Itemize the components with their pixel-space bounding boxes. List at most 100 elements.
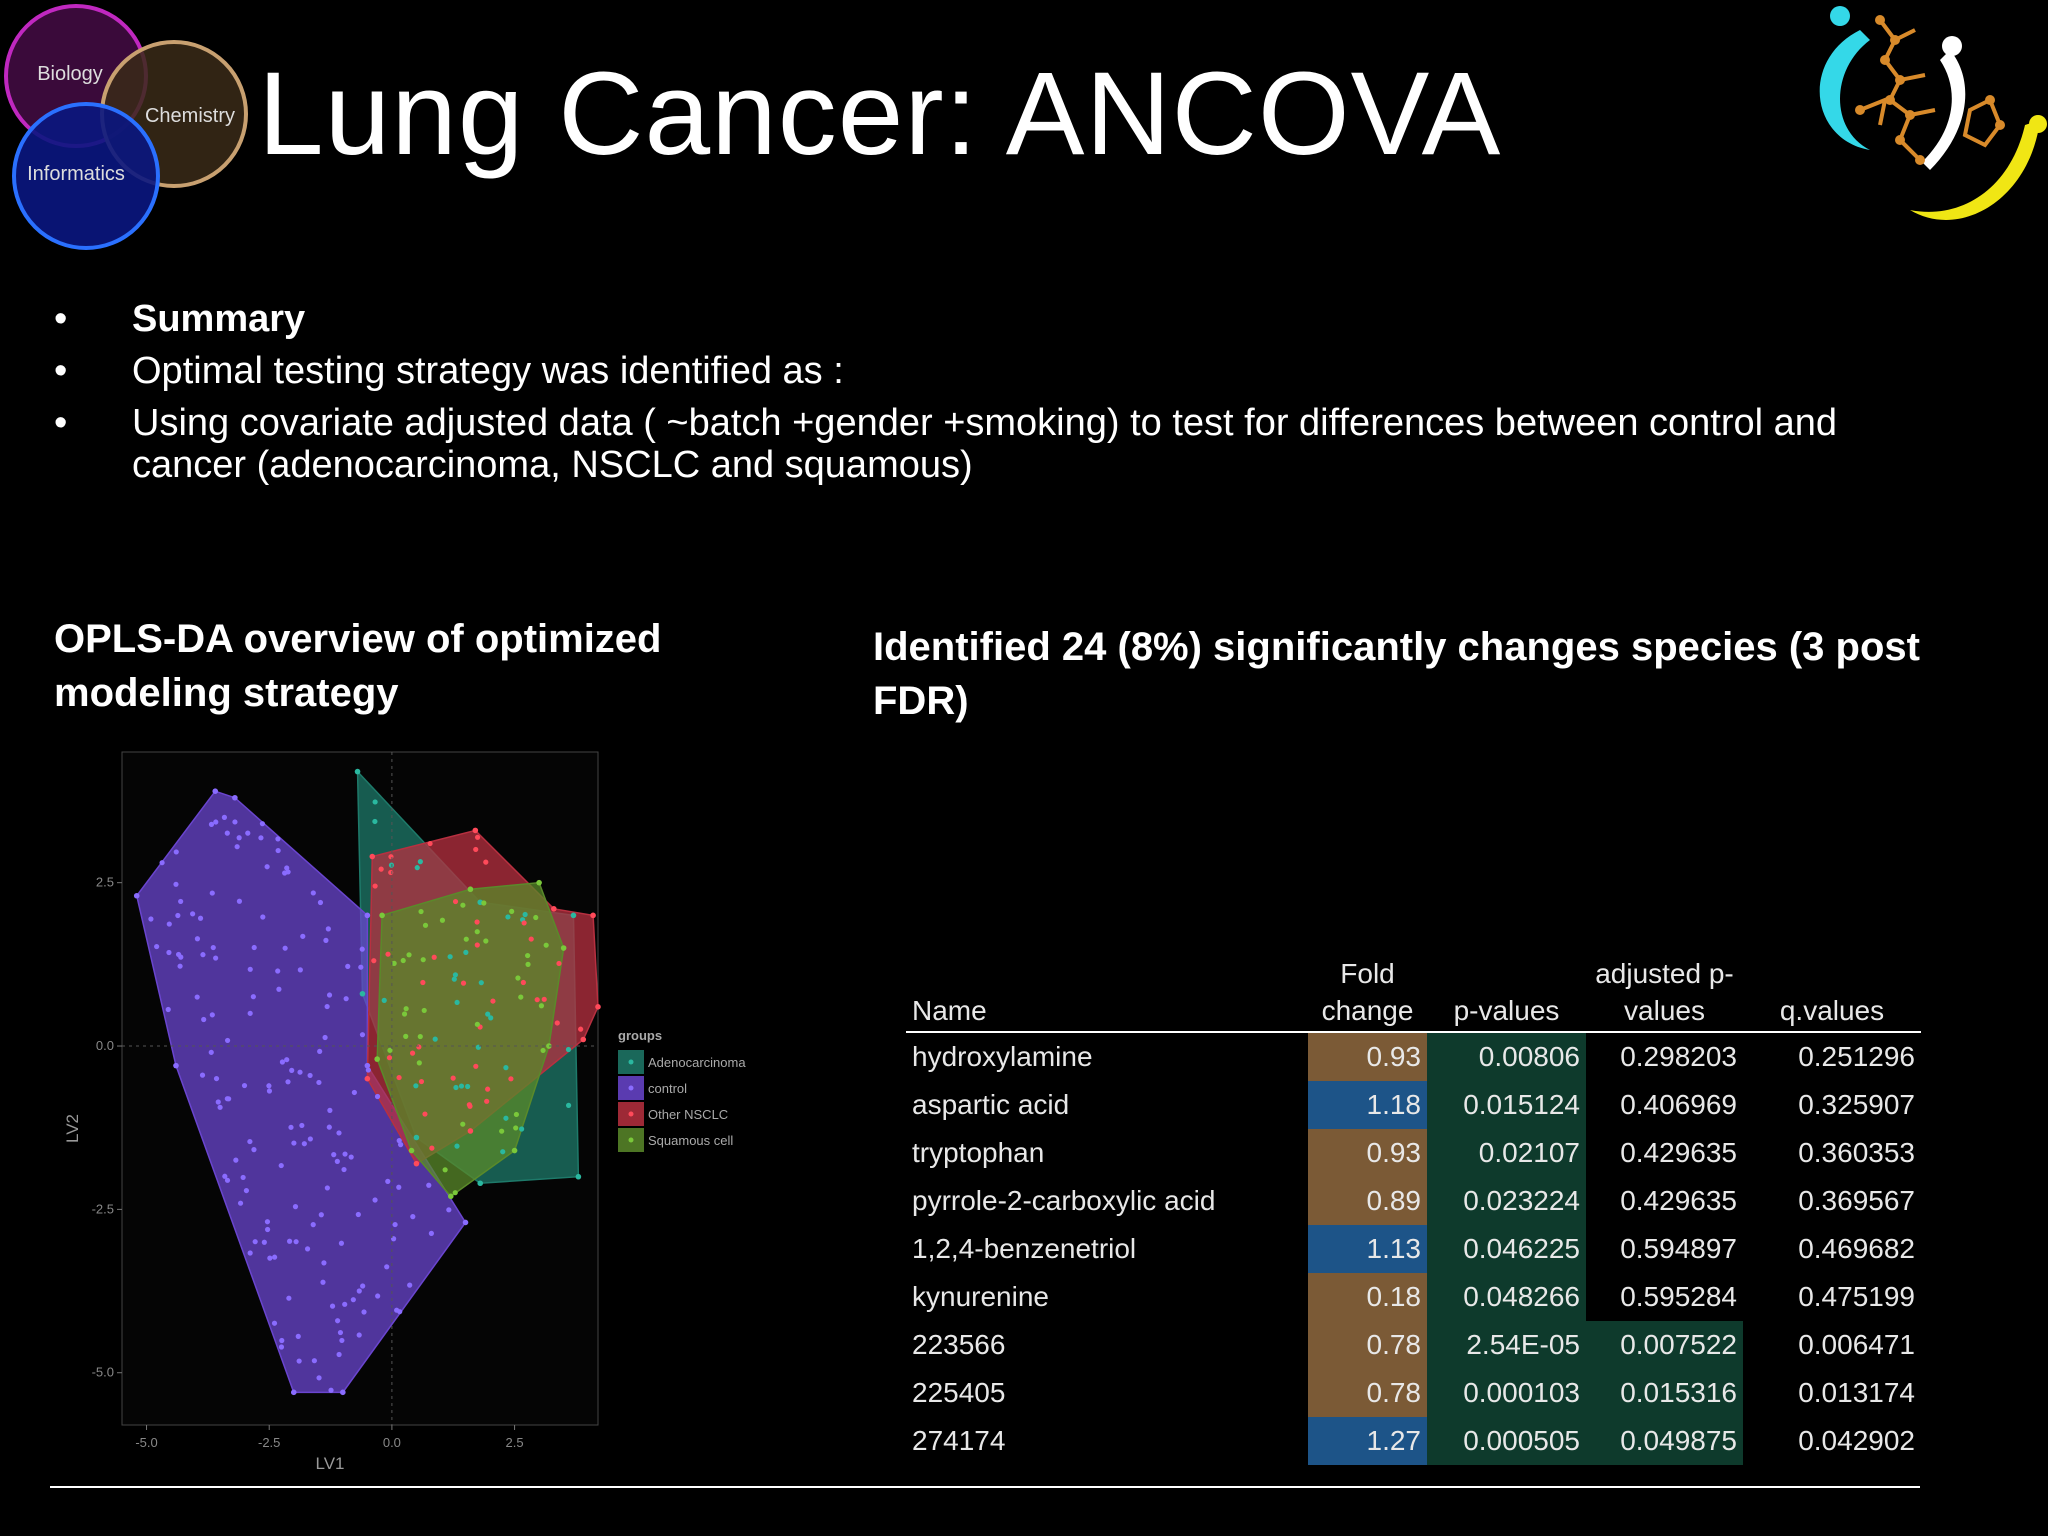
header-fold-change: Fold change (1308, 955, 1427, 1033)
data-point (300, 933, 306, 939)
data-point (474, 1021, 480, 1027)
data-point (481, 900, 487, 906)
hull-vertex-point (536, 879, 542, 886)
hull-vertex-point (173, 1062, 179, 1069)
data-point (201, 1016, 207, 1023)
data-point (528, 936, 534, 942)
hull-vertex-point (590, 912, 596, 919)
data-point (452, 898, 459, 905)
data-point (520, 979, 526, 986)
data-point (490, 998, 496, 1004)
data-point (209, 890, 215, 896)
table-row: 223566 0.78 2.54E-05 0.007522 0.006471 (906, 1321, 1921, 1369)
data-point (236, 898, 243, 904)
data-point (485, 1011, 491, 1017)
data-point (446, 1207, 452, 1213)
header-name: Name (906, 955, 1308, 1033)
hull-vertex-point (408, 1147, 415, 1154)
cell-adjusted-p-value: 0.595284 (1620, 1281, 1737, 1312)
cell-q-value: 0.325907 (1798, 1089, 1915, 1120)
cell-adjusted-p-value: 0.594897 (1620, 1233, 1737, 1264)
data-point (154, 943, 160, 950)
data-point (275, 847, 281, 854)
bullet-text: Optimal testing strategy was identified … (132, 350, 844, 392)
data-point (326, 992, 333, 998)
data-point (299, 1122, 305, 1129)
hull-layer (135, 769, 599, 1394)
data-point (279, 1059, 286, 1065)
hull-vertex-point (560, 945, 567, 951)
table-heading: Identified 24 (8%) significantly changes… (873, 625, 1920, 723)
data-point (410, 1214, 416, 1220)
data-point (525, 961, 531, 967)
data-point (208, 1049, 214, 1055)
hull-vertex-point (546, 1043, 552, 1049)
data-point (322, 1034, 328, 1041)
data-point (266, 1088, 273, 1094)
data-point (439, 917, 446, 923)
hull-vertex-point (379, 912, 385, 919)
data-point (234, 844, 240, 850)
data-point (513, 1125, 519, 1131)
data-point (463, 936, 469, 942)
data-point (397, 1309, 403, 1315)
data-point (288, 1124, 294, 1130)
data-point (321, 1260, 327, 1266)
data-point (285, 869, 291, 875)
data-point (356, 1332, 362, 1338)
data-point (258, 835, 264, 841)
bullet-item: • Summary (54, 298, 1934, 340)
data-point (385, 1178, 391, 1184)
data-point (474, 834, 481, 840)
data-point (533, 914, 539, 921)
data-point (391, 960, 397, 966)
data-point (356, 1288, 362, 1294)
hull-vertex-point (133, 892, 140, 899)
data-point (463, 949, 469, 955)
data-point (396, 1138, 402, 1144)
cell-q-value: 0.360353 (1798, 1137, 1915, 1168)
data-point (460, 980, 467, 986)
data-point (240, 1174, 246, 1181)
data-point (297, 1069, 303, 1075)
data-point (317, 1048, 323, 1055)
data-point (538, 1003, 545, 1009)
data-point (522, 911, 528, 918)
hull-vertex-point (467, 1128, 474, 1134)
data-point (271, 1320, 278, 1326)
data-point (331, 1152, 337, 1158)
data-point (173, 849, 179, 855)
data-point (259, 821, 266, 827)
x-tick-label: -2.5 (258, 1435, 280, 1450)
data-point (387, 1047, 393, 1053)
data-point (215, 1099, 221, 1105)
data-point (221, 814, 228, 820)
cell-name: tryptophan (912, 1137, 1045, 1168)
header-adjusted-p-values: adjusted p-values (1586, 955, 1743, 1033)
data-point (499, 1128, 505, 1134)
data-point (317, 899, 324, 906)
data-point (534, 997, 540, 1003)
data-point (210, 944, 216, 951)
data-point (475, 1044, 481, 1050)
data-point (474, 942, 480, 948)
venn-logo: Biology Chemistry Informatics (4, 4, 248, 250)
cell-q-value: 0.469682 (1798, 1233, 1915, 1264)
hull-vertex-point (374, 1056, 380, 1062)
hull-vertex-point (340, 1389, 346, 1396)
hull-vertex-point (467, 886, 474, 893)
data-point (284, 865, 290, 871)
data-point (355, 1211, 361, 1218)
data-point (513, 1111, 520, 1118)
data-point (250, 994, 256, 1000)
bullet-item: • Using covariate adjusted data ( ~batch… (54, 402, 1934, 486)
data-point (338, 1240, 345, 1246)
data-point (409, 1050, 416, 1056)
table-body: hydroxylamine 0.93 0.00806 0.298203 0.251296… (906, 1032, 1921, 1465)
data-point (565, 1046, 572, 1053)
data-point (458, 1083, 465, 1089)
cell-adjusted-p-value: 0.429635 (1620, 1185, 1737, 1216)
data-point (334, 1158, 340, 1164)
table-row: hydroxylamine 0.93 0.00806 0.298203 0.251296 (906, 1032, 1921, 1081)
cell-fold-change: 0.78 (1308, 1321, 1427, 1369)
